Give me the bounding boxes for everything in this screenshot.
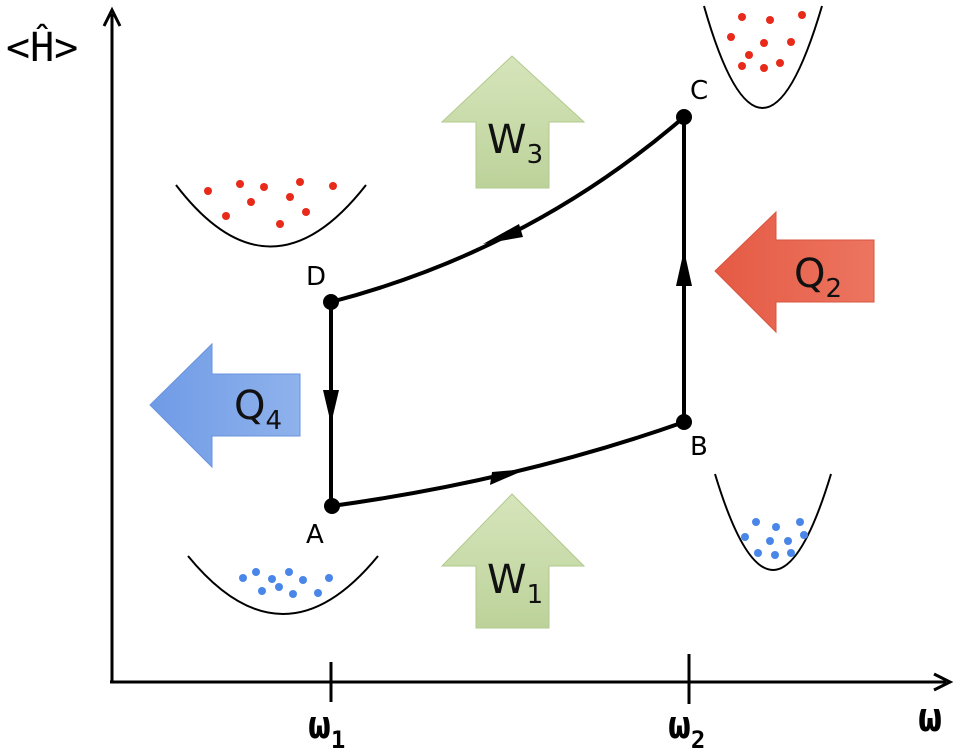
tick-omega2-subscript: 2 [690, 726, 706, 754]
cold-particles-b [741, 518, 808, 559]
point-d-label: D [306, 262, 327, 292]
point-b-dot [676, 414, 692, 430]
direction-arrow-bc [676, 250, 692, 286]
q4-subscript: 4 [265, 406, 283, 436]
w3-subscript: 3 [526, 140, 544, 170]
q4-base: Q [234, 383, 266, 429]
work-arrow-w3-shape [440, 55, 586, 189]
heat-arrow-q2-shape [714, 210, 875, 334]
work-arrow-w1-shape [440, 493, 586, 629]
parabola-a [187, 555, 379, 615]
point-b-label: B [690, 432, 708, 462]
axes [102, 6, 954, 704]
x-tick-label-omega1: ω1 [308, 706, 345, 752]
direction-arrow-cd [483, 224, 523, 244]
parabola-d [175, 184, 367, 248]
hot-particles-d [204, 178, 337, 228]
cycle-direction-arrows [323, 224, 692, 485]
x-axis-label: ω [918, 695, 943, 741]
w1-subscript: 1 [526, 580, 544, 610]
q2-label: Q2 [794, 254, 842, 302]
q2-subscript: 2 [825, 274, 843, 304]
q2-base: Q [794, 251, 826, 297]
cold-particles-a [239, 568, 333, 598]
q4-label: Q4 [234, 386, 282, 434]
heat-arrow-q4-shape [149, 342, 301, 469]
potential-well-a [187, 555, 379, 615]
x-tick-label-omega2: ω2 [668, 706, 705, 752]
potential-well-d [175, 178, 367, 248]
point-d-dot [323, 294, 339, 310]
point-a-dot [324, 498, 340, 514]
point-c-label: C [690, 76, 709, 106]
w1-label: W1 [487, 560, 543, 608]
direction-arrow-da [323, 390, 339, 424]
work-arrow-w1 [440, 493, 586, 629]
work-arrow-w3 [440, 55, 586, 189]
potential-well-b [714, 473, 832, 571]
point-a-label: A [306, 520, 324, 550]
parabola-b [714, 473, 832, 571]
y-axis-arrowhead [102, 6, 122, 27]
tick-omega1-base: ω [308, 703, 331, 747]
tick-omega2-base: ω [668, 703, 691, 747]
x-axis-arrowhead [933, 672, 954, 692]
segment-a-to-b [331, 420, 685, 508]
potential-well-c [703, 5, 823, 109]
w3-label: W3 [487, 120, 543, 168]
parabola-c [703, 5, 823, 109]
tick-omega1-subscript: 1 [330, 726, 346, 754]
w3-base: W [487, 117, 527, 163]
heat-arrow-q2 [714, 210, 875, 334]
y-axis-label: <Ĥ> [6, 25, 79, 71]
point-c-dot [676, 109, 692, 125]
heat-arrow-q4 [149, 342, 301, 469]
cycle-points [323, 109, 692, 514]
w1-base: W [487, 557, 527, 603]
direction-arrow-ab [490, 469, 527, 485]
hot-particles-c [727, 11, 806, 72]
